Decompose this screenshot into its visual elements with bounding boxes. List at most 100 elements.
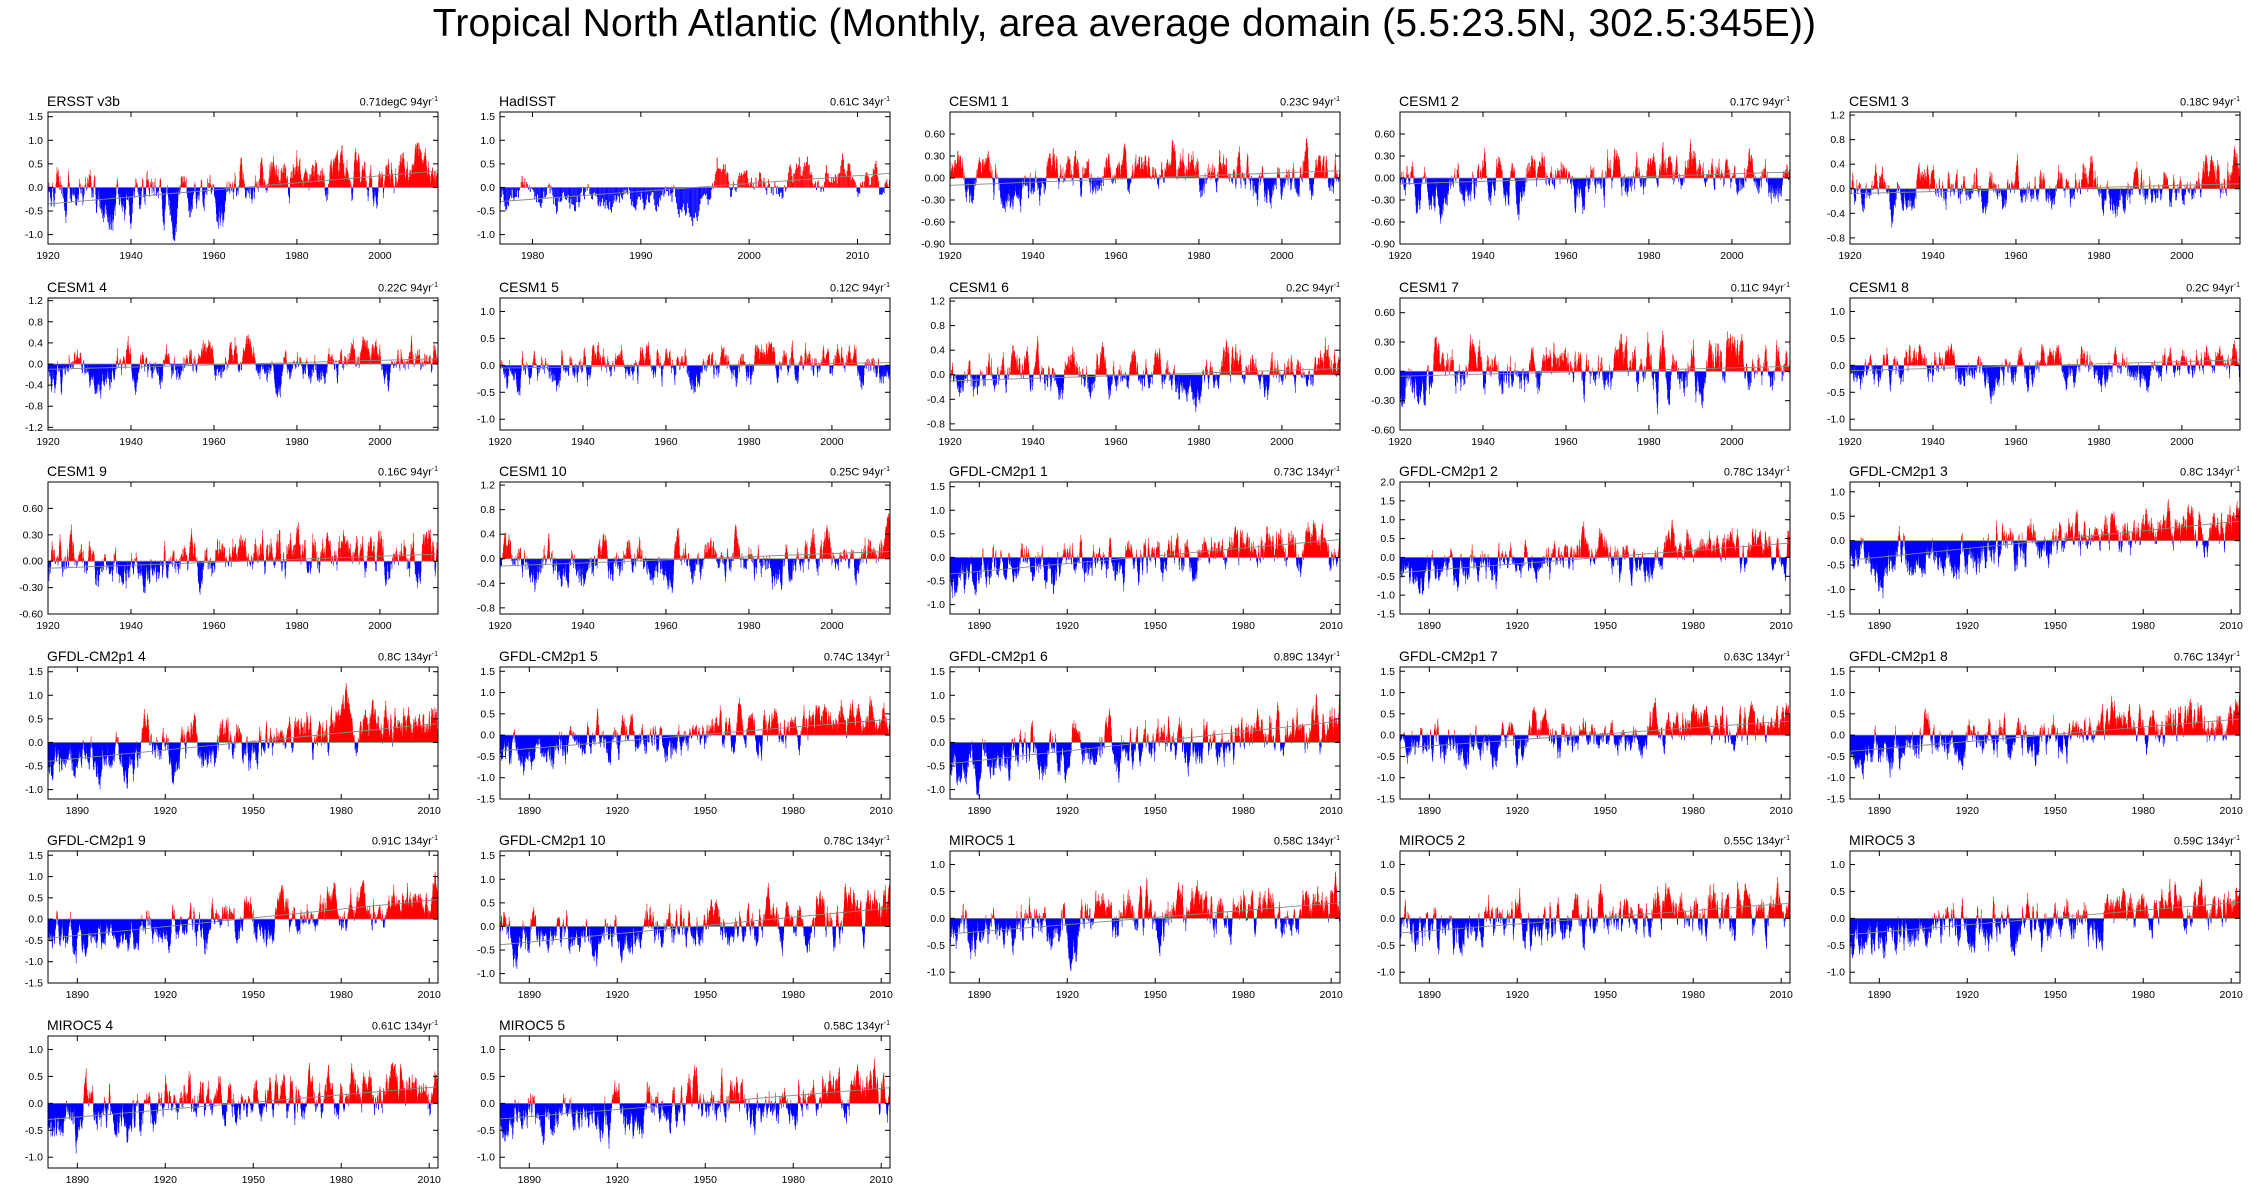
data-bar: [1656, 178, 1658, 184]
data-bar: [2105, 188, 2107, 200]
data-bar: [1196, 163, 1198, 178]
data-bar: [66, 187, 68, 204]
data-bar: [1752, 170, 1754, 178]
data-bar: [1570, 178, 1571, 184]
data-bar: [1297, 178, 1299, 194]
data-bar: [1547, 178, 1549, 180]
data-bar: [1092, 178, 1094, 195]
data-bar: [2175, 188, 2176, 192]
data-bar: [421, 163, 423, 188]
data-bar: [194, 187, 195, 191]
data-bar: [309, 174, 310, 188]
data-bar: [997, 175, 998, 178]
data-bar: [960, 156, 961, 178]
data-bar: [1255, 178, 1257, 194]
data-bar: [1084, 167, 1086, 178]
trend-exponent: -1: [2234, 96, 2240, 103]
data-bar: [1149, 166, 1151, 178]
data-bar: [273, 155, 274, 188]
data-bar: [313, 177, 315, 188]
data-bar: [394, 185, 396, 188]
data-bar: [1083, 173, 1085, 178]
data-bar: [392, 173, 393, 188]
data-bar: [55, 183, 57, 188]
data-bar: [531, 187, 533, 189]
data-bar: [1762, 171, 1763, 178]
data-bar: [2022, 188, 2024, 198]
data-bar: [156, 187, 157, 196]
data-bar: [520, 182, 522, 188]
data-bar: [368, 187, 370, 191]
x-tick-label: 1920: [938, 250, 962, 262]
data-bar: [751, 186, 753, 188]
data-bar: [1566, 168, 1567, 178]
data-bar: [133, 187, 134, 196]
data-bar: [2052, 188, 2053, 205]
data-bar: [2029, 188, 2030, 192]
data-bar: [2127, 182, 2129, 189]
data-bar: [1543, 160, 1545, 178]
data-bar: [1765, 169, 1767, 178]
data-bar: [364, 162, 366, 188]
data-bar: [1469, 178, 1471, 188]
data-bar: [1310, 178, 1312, 191]
data-bar: [348, 179, 350, 188]
data-bar: [1658, 176, 1659, 178]
data-bar: [1325, 171, 1326, 178]
data-bar: [1416, 178, 1418, 211]
data-bar: [1906, 188, 1908, 202]
data-bar: [2058, 172, 2060, 189]
data-bar: [1467, 178, 1469, 197]
data-bar: [1867, 188, 1869, 195]
data-bar: [1724, 174, 1725, 178]
data-bar: [980, 161, 982, 178]
data-bar: [243, 180, 244, 188]
data-bar: [2143, 188, 2145, 190]
data-bar: [411, 174, 412, 188]
data-bar: [190, 187, 192, 207]
data-bar: [2046, 188, 2048, 200]
data-bar: [323, 175, 325, 188]
data-bar: [583, 187, 585, 200]
data-bar: [271, 166, 272, 188]
data-bar: [1094, 178, 1096, 188]
data-bar: [563, 187, 565, 192]
data-bar: [2171, 188, 2173, 198]
data-bar: [1995, 184, 1997, 189]
data-bar: [2015, 166, 2017, 189]
data-bar: [1584, 178, 1586, 198]
data-bar: [1023, 178, 1024, 185]
data-bar: [78, 187, 80, 195]
data-bar: [1952, 188, 1953, 191]
data-bar: [1689, 152, 1690, 178]
data-bar: [148, 178, 149, 188]
data-bar: [1736, 178, 1738, 194]
data-bar: [1265, 178, 1266, 191]
data-bar: [2191, 188, 2192, 196]
data-bar: [338, 169, 339, 188]
data-bar: [1112, 178, 1113, 185]
data-bar: [1613, 162, 1614, 178]
data-bar: [244, 183, 245, 188]
data-bar: [969, 178, 970, 196]
data-bar: [706, 187, 708, 200]
data-bar: [1648, 165, 1650, 178]
data-bar: [1144, 161, 1145, 178]
data-bar: [1483, 166, 1484, 178]
data-bar: [1288, 169, 1290, 178]
data-bar: [884, 183, 886, 188]
data-bar: [1904, 188, 1905, 190]
data-bar: [993, 178, 995, 200]
data-bar: [1174, 157, 1176, 178]
data-bar: [162, 187, 164, 217]
data-bar: [642, 187, 644, 203]
data-bar: [1221, 167, 1223, 178]
data-bar: [339, 162, 340, 188]
data-bar: [2068, 186, 2070, 189]
data-bar: [327, 187, 328, 190]
data-bar: [956, 164, 958, 178]
data-bar: [1510, 171, 1511, 178]
data-bar: [2194, 188, 2196, 191]
data-bar: [635, 187, 637, 211]
data-bar: [1093, 178, 1094, 192]
